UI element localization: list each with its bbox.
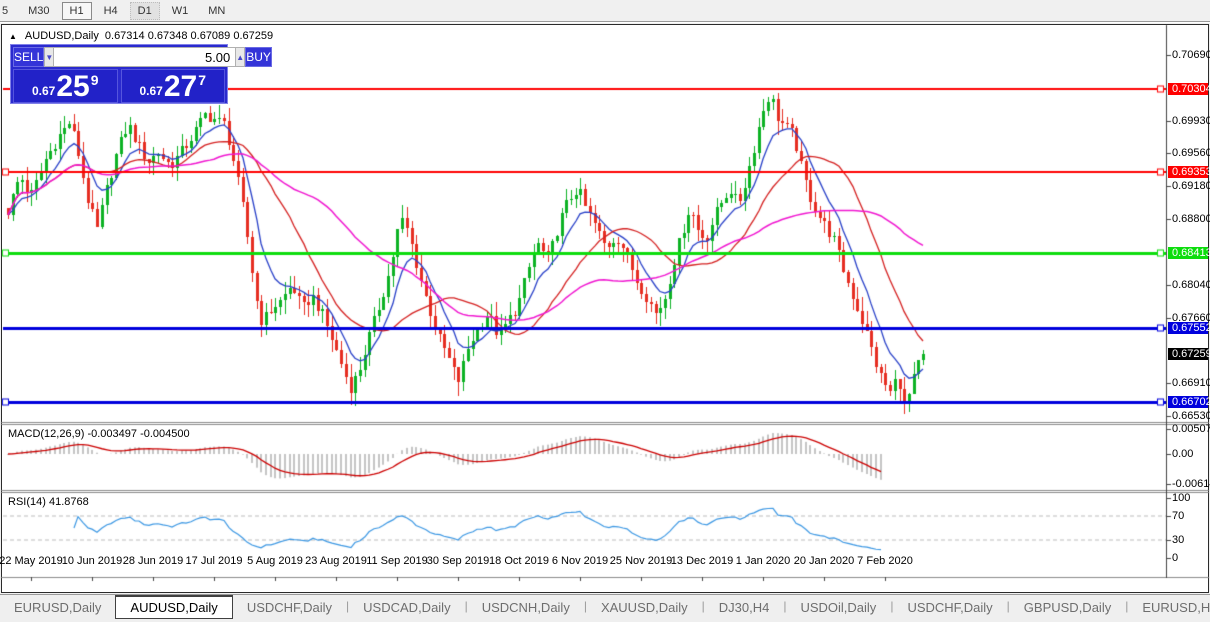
- date-tick-label: 13 Dec 2019: [670, 555, 734, 567]
- ask-big-digits: 27: [163, 70, 198, 103]
- macd-label: MACD(12,26,9) -0.003497 -0.004500: [8, 428, 190, 440]
- date-tick-label: 20 Jan 2020: [793, 555, 855, 567]
- bid-pip-digit: 9: [90, 72, 99, 88]
- ask-pip-digit: 7: [198, 72, 207, 88]
- price-tick: 0.69560: [1172, 147, 1210, 159]
- chart-tab-bar: EURUSD,Daily AUDUSD,Daily USDCHF,Daily | USD…: [0, 594, 1210, 622]
- buy-price-button[interactable]: 0.67 27 7: [120, 69, 225, 103]
- rsi-scale-tick: 30: [1172, 534, 1185, 546]
- rsi-label: RSI(14) 41.8768: [8, 496, 89, 508]
- date-tick-label: 1 Jan 2020: [735, 555, 791, 567]
- price-badge: 0.67552: [1168, 322, 1210, 334]
- chart-tab-usdchf-daily[interactable]: USDCHF,Daily: [907, 599, 993, 615]
- date-tick-label: 23 Aug 2019: [305, 555, 367, 567]
- chart-ohlc-values: 0.67314 0.67348 0.67089 0.67259: [104, 30, 274, 42]
- sell-button[interactable]: SELL: [13, 47, 45, 67]
- date-tick-label: 5 Aug 2019: [247, 555, 303, 567]
- tab-separator: |: [464, 599, 468, 613]
- chart-tab-usdchf-daily[interactable]: USDCHF,Daily: [246, 599, 333, 615]
- date-tick-label: 17 Jul 2019: [185, 555, 243, 567]
- chart-tab-eurusd-h1[interactable]: EURUSD,H1: [1142, 599, 1210, 615]
- price-tick: 0.66530: [1172, 410, 1210, 422]
- macd-scale-tick: 0.005076: [1172, 423, 1210, 435]
- tab-separator: |: [346, 599, 350, 613]
- price-tick: 0.69930: [1172, 115, 1210, 127]
- price-tick: 0.67660: [1172, 312, 1210, 324]
- chart-symbol-label: AUDUSD,Daily: [24, 30, 99, 42]
- macd-scale-tick: -0.006148: [1172, 478, 1210, 490]
- date-tick-label: 30 Sep 2019: [426, 555, 490, 567]
- price-tick: 0.66910: [1172, 377, 1210, 389]
- ask-prefix: 0.67: [139, 84, 163, 98]
- rsi-scale-tick: 0: [1172, 552, 1179, 564]
- date-tick-label: 10 Jun 2019: [61, 555, 123, 567]
- price-tick: 0.68040: [1172, 279, 1210, 291]
- tab-separator: |: [890, 599, 894, 613]
- bid-big-digits: 25: [56, 70, 90, 103]
- sell-price-button[interactable]: 0.67 25 9: [13, 69, 118, 103]
- buy-button[interactable]: BUY: [245, 47, 272, 67]
- tab-separator: |: [583, 599, 587, 613]
- price-tick: 0.70690: [1172, 49, 1210, 61]
- chart-tab-dj30-h4[interactable]: DJ30,H4: [718, 599, 770, 615]
- chart-tab-usdcad-daily[interactable]: USDCAD,Daily: [363, 599, 451, 615]
- tab-separator: |: [701, 599, 705, 613]
- date-tick-label: 7 Feb 2020: [857, 555, 913, 567]
- macd-scale-tick: 0.00: [1172, 448, 1194, 460]
- chart-tab-xauusd-daily[interactable]: XAUUSD,Daily: [600, 599, 688, 615]
- price-badge: 0.67259: [1168, 348, 1210, 360]
- tab-separator: |: [783, 599, 787, 613]
- date-tick-label: 28 Jun 2019: [122, 555, 184, 567]
- volume-increase-button[interactable]: ▲: [235, 47, 246, 67]
- chart-title: ▲ AUDUSD,Daily 0.67314 0.67348 0.67089 0…: [9, 30, 273, 42]
- price-badge: 0.69353: [1168, 166, 1210, 178]
- rsi-scale-tick: 70: [1172, 510, 1185, 522]
- chart-tab-usdcnh-daily[interactable]: USDCNH,Daily: [481, 599, 570, 615]
- volume-input[interactable]: [54, 47, 236, 67]
- one-click-trading-panel: SELL ▼ ▲ BUY 0.67 25 9 0.67 27 7: [10, 44, 272, 104]
- tab-separator: |: [1125, 599, 1129, 613]
- volume-decrease-button[interactable]: ▼: [44, 47, 55, 67]
- chart-tab-gbpusd-daily[interactable]: GBPUSD,Daily: [1023, 599, 1112, 615]
- chart-tab-usdoil-daily[interactable]: USDOil,Daily: [800, 599, 877, 615]
- rsi-scale-tick: 100: [1172, 492, 1191, 504]
- price-badge: 0.70304: [1168, 83, 1210, 95]
- date-tick-label: 18 Oct 2019: [489, 555, 549, 567]
- tab-separator: |: [1006, 599, 1010, 613]
- price-badge: 0.66702: [1168, 396, 1210, 408]
- price-tick: 0.69180: [1172, 180, 1210, 192]
- bid-prefix: 0.67: [31, 84, 56, 98]
- date-tick-label: 6 Nov 2019: [551, 555, 609, 567]
- chart-tab-eurusd-daily[interactable]: EURUSD,Daily: [14, 599, 102, 615]
- price-tick: 0.68800: [1172, 213, 1210, 225]
- date-tick-label: 22 May 2019: [0, 555, 63, 567]
- date-tick-label: 25 Nov 2019: [609, 555, 673, 567]
- chart-tab-audusd-daily[interactable]: AUDUSD,Daily: [115, 595, 233, 619]
- price-badge: 0.68413: [1168, 247, 1210, 259]
- collapse-icon[interactable]: ▲: [9, 31, 17, 41]
- date-tick-label: 11 Sep 2019: [366, 555, 428, 567]
